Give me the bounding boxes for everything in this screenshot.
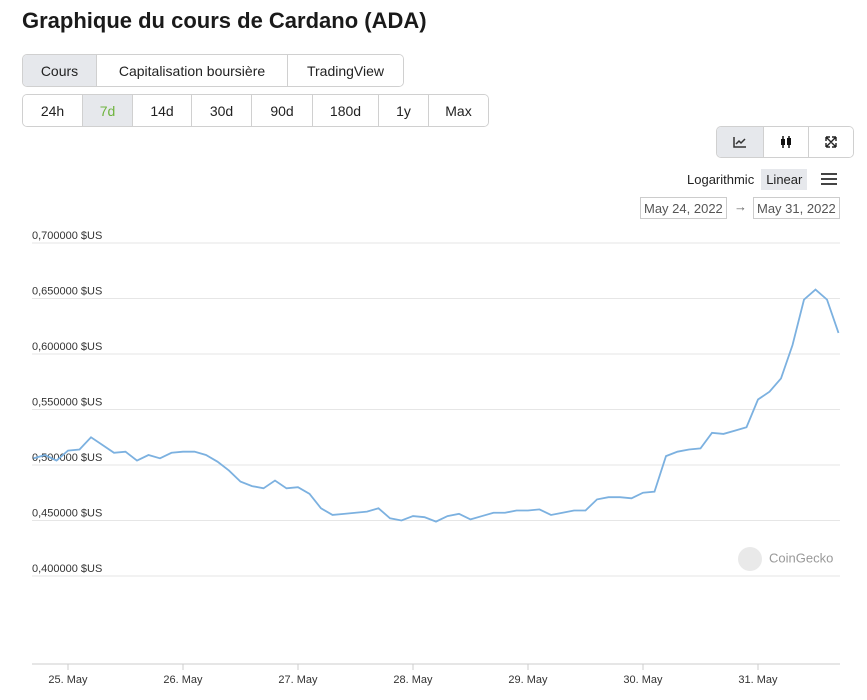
y-tick-label: 0,700000 $US (32, 230, 102, 242)
tab-button[interactable]: Capitalisation boursière (97, 55, 288, 86)
range-button[interactable]: 24h (23, 95, 83, 126)
range-button[interactable]: 90d (252, 95, 313, 126)
y-tick-label: 0,650000 $US (32, 285, 102, 297)
menu-button[interactable] (820, 171, 838, 192)
x-tick-label: 31. May (738, 674, 778, 686)
scale-option[interactable]: Linear (761, 169, 808, 190)
fullscreen-button[interactable] (809, 127, 853, 157)
y-tick-label: 0,500000 $US (32, 452, 102, 464)
chart-tabs: Cours Capitalisation boursière TradingView (22, 54, 404, 87)
line-view-button[interactable] (717, 127, 764, 157)
date-from[interactable]: May 24, 2022 (640, 197, 727, 219)
y-tick-label: 0,450000 $US (32, 507, 102, 519)
x-tick-label: 29. May (508, 674, 548, 686)
range-button[interactable]: 30d (192, 95, 252, 126)
scale-options: Logarithmic Linear (682, 169, 808, 190)
price-line (33, 288, 840, 523)
tab-button[interactable]: Cours (23, 55, 97, 86)
x-tick-label: 28. May (393, 674, 433, 686)
x-tick-label: 27. May (278, 674, 318, 686)
range-button[interactable]: 14d (133, 95, 192, 126)
range-buttons: 24h 7d 14d 30d 90d 180d 1y Max (22, 94, 489, 127)
tab-button[interactable]: TradingView (288, 55, 403, 86)
range-button[interactable]: 1y (379, 95, 429, 126)
range-button[interactable]: 7d (83, 95, 133, 126)
y-tick-label: 0,550000 $US (32, 396, 102, 408)
range-button[interactable]: Max (429, 95, 488, 126)
y-tick-label: 0,600000 $US (32, 341, 102, 353)
date-arrow: → (734, 199, 747, 214)
watermark-logo (738, 547, 762, 571)
x-tick-label: 26. May (163, 674, 203, 686)
watermark: CoinGecko (769, 550, 833, 565)
date-to[interactable]: May 31, 2022 (753, 197, 840, 219)
page-title: Graphique du cours de Cardano (ADA) (22, 8, 427, 33)
range-button[interactable]: 180d (313, 95, 379, 126)
y-tick-label: 0,400000 $US (32, 563, 102, 575)
x-tick-label: 25. May (48, 674, 88, 686)
view-buttons (716, 126, 854, 158)
x-tick-label: 30. May (623, 674, 663, 686)
candle-view-button[interactable] (764, 127, 809, 157)
scale-option[interactable]: Logarithmic (687, 172, 755, 187)
